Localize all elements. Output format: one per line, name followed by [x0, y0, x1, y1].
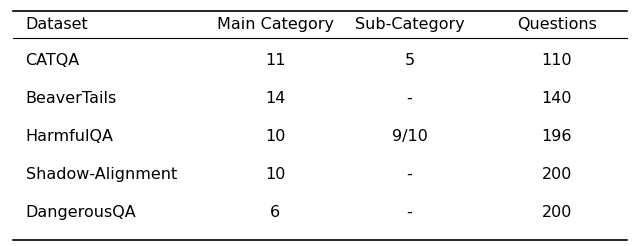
- Text: 200: 200: [541, 205, 572, 220]
- Text: 10: 10: [265, 167, 285, 182]
- Text: BeaverTails: BeaverTails: [26, 91, 117, 106]
- Text: 140: 140: [541, 91, 572, 106]
- Text: -: -: [407, 205, 412, 220]
- Text: 9/10: 9/10: [392, 129, 428, 144]
- Text: 11: 11: [265, 53, 285, 68]
- Text: -: -: [407, 167, 412, 182]
- Text: -: -: [407, 91, 412, 106]
- Text: CATQA: CATQA: [26, 53, 80, 68]
- Text: DangerousQA: DangerousQA: [26, 205, 136, 220]
- Text: Questions: Questions: [517, 17, 596, 32]
- Text: Shadow-Alignment: Shadow-Alignment: [26, 167, 177, 182]
- Text: 196: 196: [541, 129, 572, 144]
- Text: Main Category: Main Category: [217, 17, 333, 32]
- Text: 200: 200: [541, 167, 572, 182]
- Text: Dataset: Dataset: [26, 17, 88, 32]
- Text: 6: 6: [270, 205, 280, 220]
- Text: 10: 10: [265, 129, 285, 144]
- Text: 5: 5: [404, 53, 415, 68]
- Text: 14: 14: [265, 91, 285, 106]
- Text: 110: 110: [541, 53, 572, 68]
- Text: HarmfulQA: HarmfulQA: [26, 129, 114, 144]
- Text: Sub-Category: Sub-Category: [355, 17, 465, 32]
